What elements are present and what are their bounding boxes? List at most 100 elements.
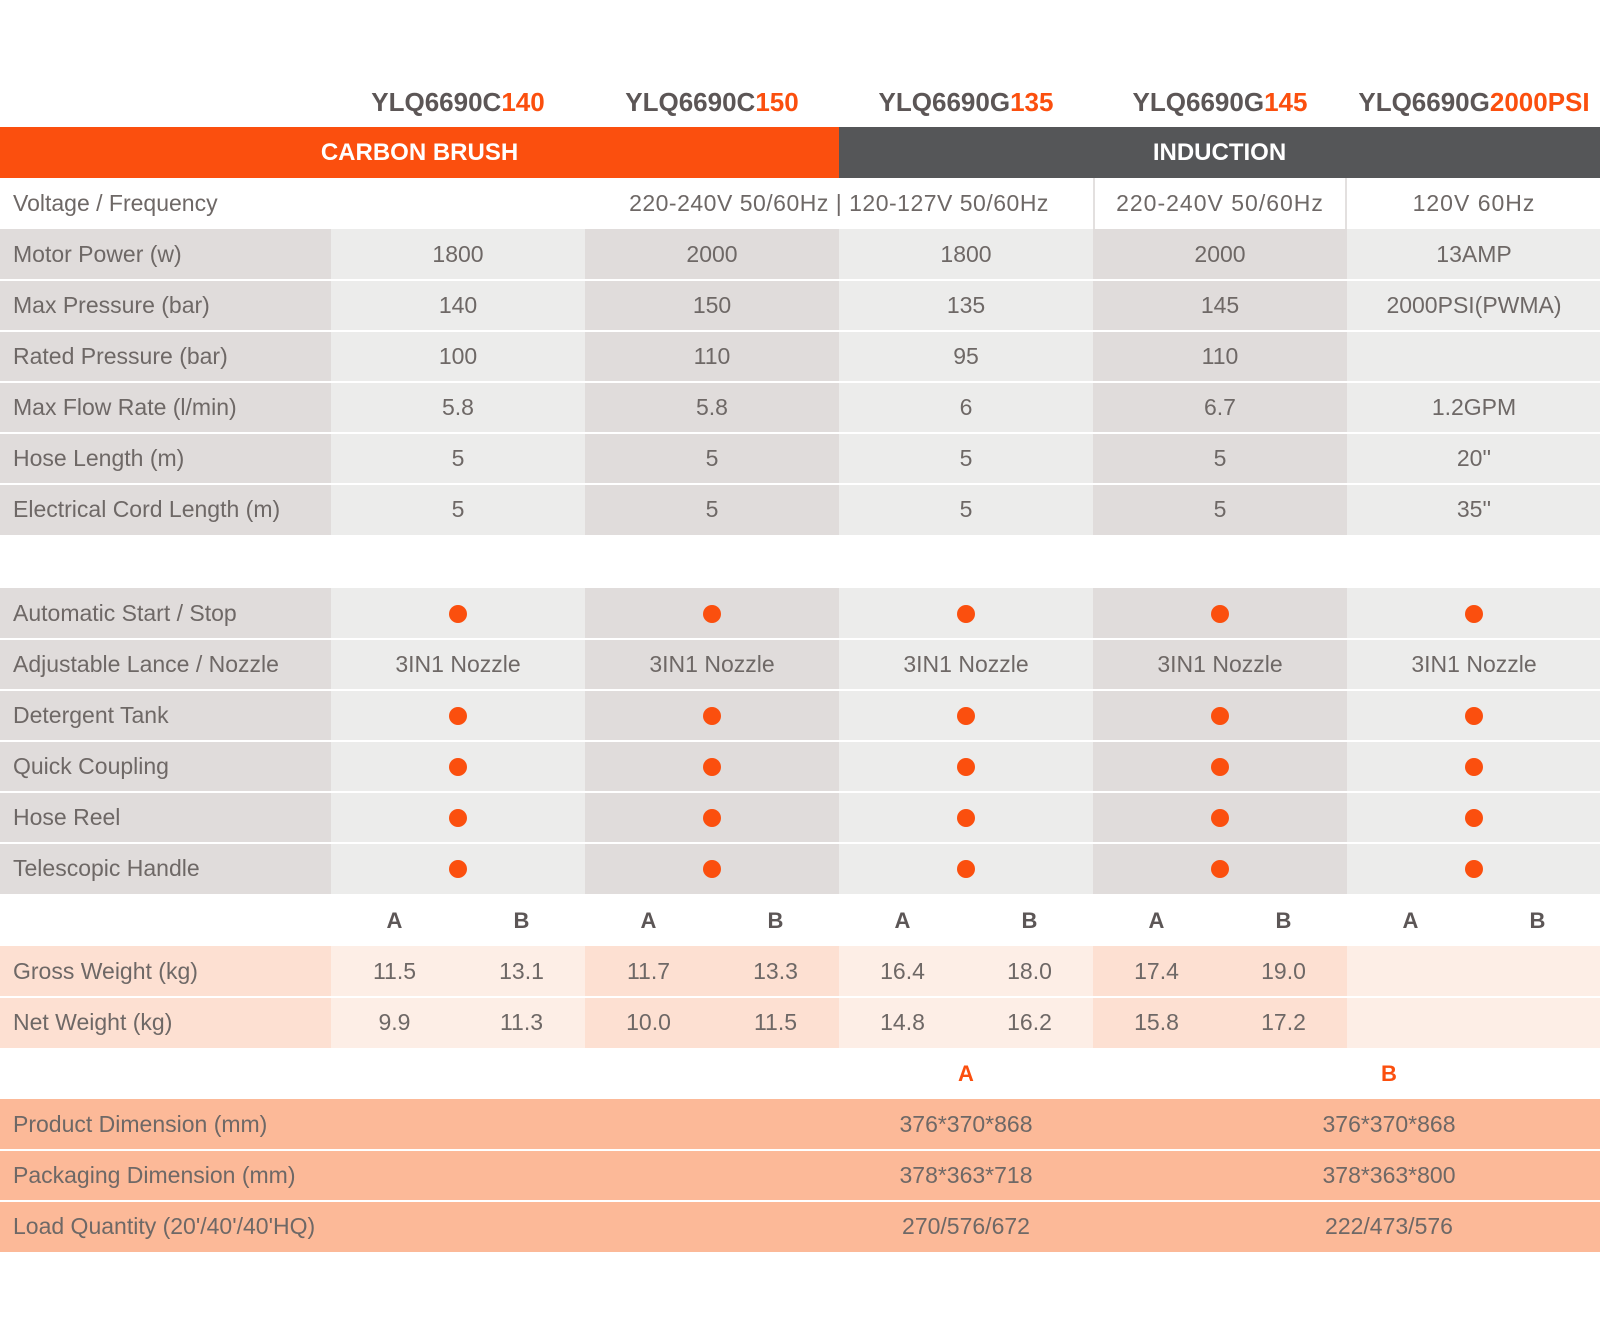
spec-value: 5 (839, 433, 1093, 484)
included-dot-icon (703, 706, 721, 725)
spec-value: 2000 (1093, 229, 1347, 280)
dim-value-a: 376*370*868 (899, 1111, 1033, 1137)
feature-label: Automatic Start / Stop (0, 588, 331, 639)
row-divider (0, 432, 1600, 434)
model-header: YLQ6690C 140 (331, 82, 585, 122)
row-divider (0, 689, 1600, 691)
weight-value: 16.4 (839, 946, 966, 997)
weight-value: 13.3 (712, 946, 839, 997)
feature-cell (839, 588, 1093, 639)
feature-cell (585, 690, 839, 741)
row-divider (0, 842, 1600, 844)
dim-row-bg (0, 1201, 1600, 1252)
included-dot-icon (1211, 604, 1229, 623)
feature-cell (839, 741, 1093, 792)
included-dot-icon (1211, 859, 1229, 878)
feature-value: 3IN1 Nozzle (331, 639, 585, 690)
ab-header-a: A (1402, 907, 1419, 933)
weight-value: 19.0 (1220, 946, 1347, 997)
ab-header-a: A (640, 907, 657, 933)
feature-cell (1347, 843, 1600, 894)
model-suffix: 140 (501, 86, 545, 117)
included-dot-icon (1211, 706, 1229, 725)
feature-cell (1093, 588, 1347, 639)
spec-value: 145 (1093, 280, 1347, 331)
included-dot-icon (1211, 808, 1229, 827)
spec-value (1347, 331, 1600, 382)
dim-header-a: A (958, 1060, 974, 1086)
dim-value-b: 376*370*868 (1322, 1111, 1456, 1137)
weight-value: 13.1 (458, 946, 585, 997)
feature-cell (1347, 792, 1600, 843)
spec-value: 13AMP (1347, 229, 1600, 280)
spec-value: 6.7 (1093, 382, 1347, 433)
included-dot-icon (957, 859, 975, 878)
feature-cell (839, 843, 1093, 894)
spec-value: 1800 (839, 229, 1093, 280)
weight-value: 11.5 (712, 997, 839, 1048)
spec-value: 2000 (585, 229, 839, 280)
weight-value (1347, 946, 1474, 997)
feature-value: 3IN1 Nozzle (1093, 639, 1347, 690)
spec-label: Hose Length (m) (0, 433, 331, 484)
row-divider (0, 483, 1600, 485)
included-dot-icon (1465, 757, 1483, 776)
voltage-label: Voltage / Frequency (0, 178, 331, 229)
spec-value: 150 (585, 280, 839, 331)
weight-value: 10.0 (585, 997, 712, 1048)
included-dot-icon (1211, 757, 1229, 776)
ab-header-b: B (767, 907, 784, 933)
dim-header-b: B (1381, 1060, 1397, 1086)
spec-label: Electrical Cord Length (m) (0, 484, 331, 535)
ab-header-b: B (1529, 907, 1546, 933)
spec-value: 1.2GPM (1347, 382, 1600, 433)
feature-cell (1347, 690, 1600, 741)
feature-cell (331, 843, 585, 894)
row-divider (0, 1200, 1600, 1202)
feature-cell (585, 741, 839, 792)
weight-value: 16.2 (966, 997, 1093, 1048)
spec-value: 5 (585, 433, 839, 484)
model-prefix: YLQ6690C (625, 86, 756, 117)
weight-value: 15.8 (1093, 997, 1220, 1048)
spec-value: 100 (331, 331, 585, 382)
included-dot-icon (449, 706, 467, 725)
weight-value: 11.7 (585, 946, 712, 997)
feature-cell (331, 588, 585, 639)
ab-header-b: B (513, 907, 530, 933)
feature-cell (585, 843, 839, 894)
feature-cell (331, 690, 585, 741)
row-divider (0, 996, 1600, 998)
spec-value: 5 (331, 484, 585, 535)
feature-label: Adjustable Lance / Nozzle (0, 639, 331, 690)
voltage-value-3: 120V 60Hz (1412, 190, 1536, 216)
spec-value: 140 (331, 280, 585, 331)
ab-header-a: A (894, 907, 911, 933)
dim-value-a: 270/576/672 (902, 1213, 1030, 1239)
included-dot-icon (449, 604, 467, 623)
included-dot-icon (703, 808, 721, 827)
weight-label: Net Weight (kg) (0, 997, 331, 1048)
included-dot-icon (957, 604, 975, 623)
spec-value: 110 (1093, 331, 1347, 382)
included-dot-icon (703, 859, 721, 878)
feature-cell (585, 588, 839, 639)
model-suffix: 145 (1264, 86, 1308, 117)
induction-band: INDUCTION (839, 127, 1600, 178)
feature-cell (1093, 741, 1347, 792)
row-divider (0, 381, 1600, 383)
feature-cell (839, 792, 1093, 843)
included-dot-icon (957, 757, 975, 776)
model-header: YLQ6690C 150 (585, 82, 839, 122)
feature-cell (1347, 588, 1600, 639)
spec-label: Max Pressure (bar) (0, 280, 331, 331)
spec-value: 5.8 (585, 382, 839, 433)
spec-value: 1800 (331, 229, 585, 280)
included-dot-icon (703, 604, 721, 623)
model-header: YLQ6690G 2000PSI (1347, 82, 1600, 122)
feature-cell (1093, 843, 1347, 894)
spec-value: 135 (839, 280, 1093, 331)
included-dot-icon (957, 808, 975, 827)
row-divider (0, 638, 1600, 640)
weight-value: 11.3 (458, 997, 585, 1048)
